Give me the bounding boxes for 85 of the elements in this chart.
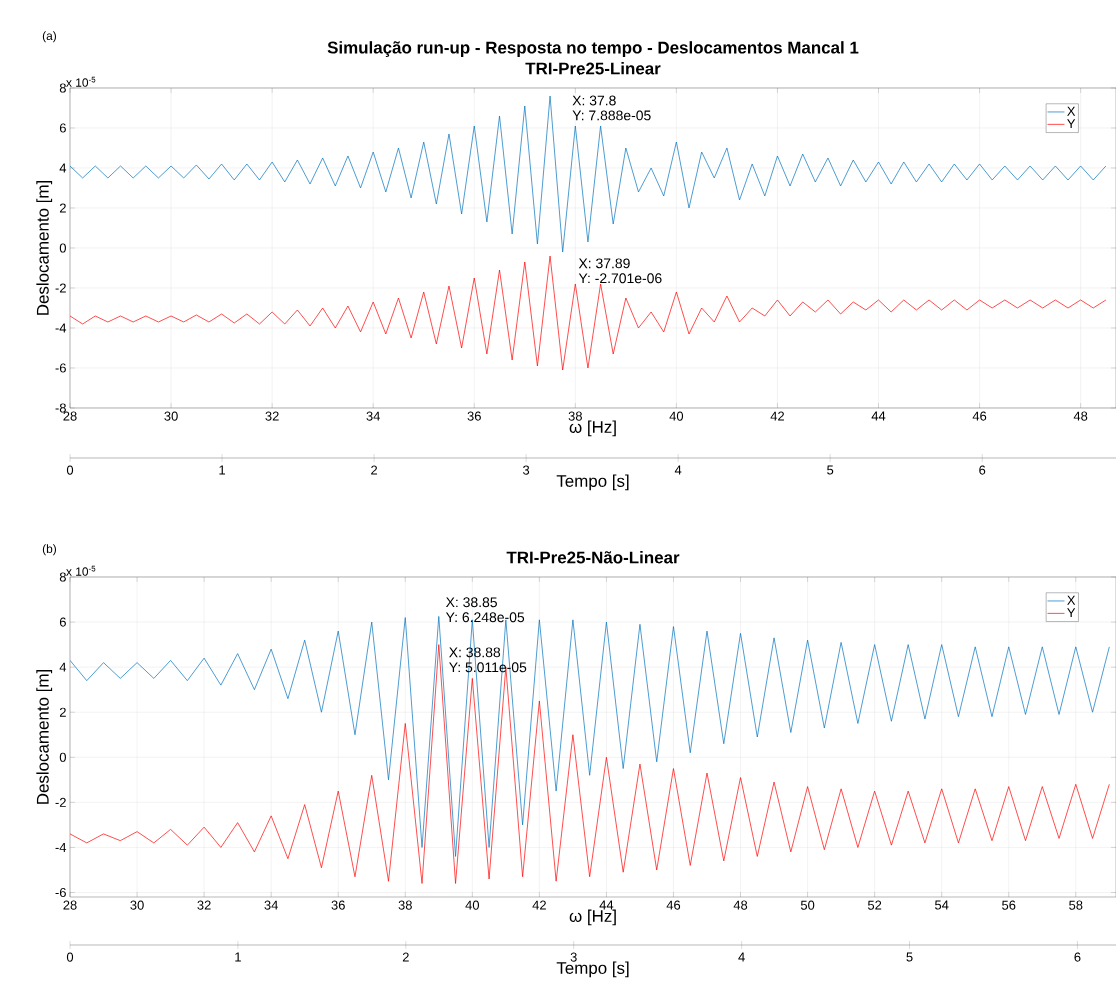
- x-axis-title: ω [Hz]: [569, 420, 616, 437]
- x-tick-label: 38: [398, 900, 412, 910]
- x-tick-label: 44: [599, 900, 614, 910]
- x-tick-label: 40: [465, 900, 480, 910]
- x-tick-label: 46: [666, 900, 681, 910]
- x2-tick-label: 0: [66, 465, 74, 475]
- y-tick-label: 6: [59, 617, 66, 627]
- x-tick-label: 48: [733, 900, 748, 910]
- x-tick-label: 36: [467, 411, 481, 421]
- x2-tick-label: 6: [979, 465, 986, 475]
- annotation: X: 37.8: [572, 95, 616, 106]
- chart-subtitle: TRI-Pre25-Linear: [525, 62, 661, 75]
- x-axis-title: ω [Hz]: [569, 909, 616, 926]
- x-tick-label: 46: [972, 411, 987, 421]
- legend-label: X: [1067, 595, 1076, 605]
- y-tick-label: -4: [55, 323, 67, 333]
- x-tick-label: 32: [265, 411, 279, 421]
- y-tick-label: 4: [59, 662, 67, 672]
- x-tick-label: 58: [1069, 900, 1083, 910]
- line-series: [70, 255, 1107, 371]
- chart-title: Simulação run-up - Resposta no tempo - Deslocamentos Mancal 1: [327, 41, 859, 57]
- x-tick-label: 50: [800, 900, 815, 910]
- y-tick-label: 2: [59, 707, 66, 717]
- y-tick-label: 0: [59, 243, 66, 253]
- x-tick-label: 34: [264, 900, 278, 910]
- y-tick-label: -6: [55, 363, 66, 373]
- x2-tick-label: 1: [235, 952, 241, 962]
- x-tick-label: 30: [130, 900, 144, 910]
- y-tick-label: 8: [59, 83, 66, 93]
- x-tick-label: 30: [164, 411, 178, 421]
- text: (a): [42, 31, 56, 43]
- text: x 10$^{-5}$: [66, 76, 96, 87]
- x-tick-label: 48: [1073, 411, 1088, 421]
- x2-tick-label: 0: [66, 952, 74, 962]
- line-series: [70, 95, 1107, 253]
- y-tick-label: 0: [59, 752, 66, 762]
- x-tick-label: 28: [63, 900, 77, 910]
- x2-axis-title: Tempo [s]: [556, 474, 629, 491]
- x2-tick-label: 2: [371, 465, 378, 475]
- x2-tick-label: 4: [738, 952, 745, 962]
- x-tick-label: 42: [770, 411, 784, 421]
- text: x 10$^{-5}$: [66, 565, 96, 576]
- x2-tick-label: 4: [674, 465, 682, 475]
- x2-tick-label: 3: [523, 465, 530, 475]
- x-tick-label: 52: [867, 900, 882, 910]
- annotation: Y: 7.888e-05: [572, 110, 651, 121]
- x-tick-label: 28: [63, 411, 77, 421]
- x-tick-label: 40: [669, 411, 684, 421]
- y-tick-label: -6: [55, 887, 66, 898]
- x2-tick-label: 5: [827, 465, 834, 475]
- y-tick-label: -8: [55, 403, 66, 413]
- y-tick-label: -2: [55, 283, 66, 293]
- y-tick-label: 8: [59, 572, 66, 582]
- x-tick-label: 44: [871, 411, 886, 421]
- y-tick-label: 2: [59, 203, 66, 213]
- chart-title: TRI-Pre25-Não-Linear: [506, 551, 680, 564]
- annotation: Y: 6.248e-05: [445, 612, 525, 623]
- x2-tick-label: 2: [402, 952, 409, 962]
- x-tick-label: 32: [197, 900, 211, 910]
- legend-label: Y: [1067, 119, 1076, 129]
- x-tick-label: 42: [532, 900, 546, 910]
- x-tick-label: 34: [366, 411, 381, 421]
- y-tick-label: 4: [59, 163, 67, 173]
- x2-tick-label: 5: [906, 952, 913, 962]
- y-axis-title: Deslocamento [m]: [36, 180, 53, 315]
- x2-axis-title: Tempo [s]: [556, 961, 629, 978]
- x-tick-label: 38: [568, 411, 582, 421]
- y-tick-label: -2: [55, 797, 66, 807]
- annotation: Y: -2.701e-06: [578, 273, 662, 284]
- x2-tick-label: 3: [570, 952, 577, 962]
- annotation: X: 38.88: [449, 647, 501, 658]
- y-tick-label: -4: [55, 842, 67, 852]
- annotation: X: 38.85: [445, 597, 497, 608]
- x2-tick-label: 1: [219, 465, 226, 475]
- annotation: X: 37.89: [578, 258, 630, 269]
- line-series: [70, 644, 1110, 884]
- x2-tick-label: 6: [1074, 952, 1081, 962]
- x-tick-label: 36: [331, 900, 345, 910]
- x-tick-label: 54: [935, 900, 949, 910]
- legend-label: Y: [1067, 608, 1076, 618]
- legend-label: X: [1067, 106, 1076, 116]
- x-tick-label: 56: [1002, 900, 1016, 910]
- y-tick-label: 6: [59, 123, 66, 133]
- y-axis-title: Deslocamento [m]: [36, 669, 53, 804]
- text: (b): [42, 544, 56, 556]
